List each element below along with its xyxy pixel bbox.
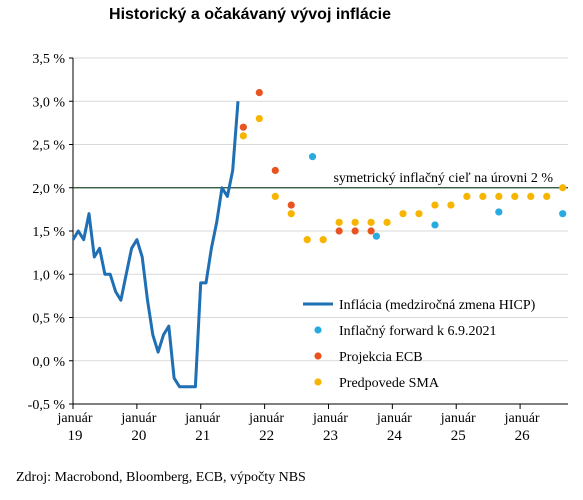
x-tick-label-month: január bbox=[184, 411, 220, 426]
x-tick-label-year: 24 bbox=[387, 428, 403, 444]
inflation-forward-point bbox=[431, 221, 439, 229]
x-tick-label-year: 21 bbox=[195, 428, 210, 444]
legend: Inflácia (medziročná zmena HICP) Inflačný… bbox=[303, 298, 536, 391]
sma-forecast-point bbox=[383, 218, 391, 226]
ecb-projection-point bbox=[271, 166, 279, 175]
x-tick-label-year: 23 bbox=[323, 428, 338, 444]
sma-forecast-point bbox=[463, 192, 471, 200]
sma-forecast-point bbox=[527, 192, 535, 200]
y-tick-label: 3,5 % bbox=[32, 52, 65, 67]
sma-forecast-point bbox=[351, 218, 359, 226]
x-tick-label-year: 22 bbox=[259, 428, 274, 444]
axes: 3,5 % 3,0 % 2,5 % 2,0 % 1,5 % 1,0 % 0,5 % 0,0 %… bbox=[28, 52, 568, 444]
inflation-forward-point bbox=[559, 210, 567, 218]
inflation-line bbox=[71, 101, 240, 389]
y-tick-label: 1,0 % bbox=[32, 268, 65, 283]
sma-forecast-point bbox=[319, 236, 327, 244]
sma-forecast-point bbox=[255, 114, 263, 123]
y-tick-label: 0,5 % bbox=[32, 312, 65, 327]
sma-forecast-point bbox=[335, 218, 343, 226]
sma-forecast-point bbox=[495, 192, 503, 200]
legend-swatch-dot bbox=[314, 352, 322, 360]
y-tick-label: 2,0 % bbox=[32, 182, 65, 197]
y-tick-label: 2,5 % bbox=[32, 139, 65, 154]
x-tick-label-month: január bbox=[312, 411, 348, 426]
legend-label: Inflácia (medziročná zmena HICP) bbox=[339, 298, 536, 313]
x-tick-label-month: január bbox=[504, 411, 540, 426]
sma-forecast-point bbox=[367, 218, 375, 226]
target-line-group: symetrický inflačný cieľ na úrovni 2 % bbox=[73, 171, 568, 189]
ecb-projection-point bbox=[239, 123, 247, 131]
x-tick-label-year: 20 bbox=[131, 428, 146, 444]
legend-label: Inflačný forward k 6.9.2021 bbox=[339, 324, 496, 339]
ecb-projection-point bbox=[287, 201, 295, 209]
sma-forecast-point bbox=[431, 201, 439, 209]
target-label: symetrický inflačný cieľ na úrovni 2 % bbox=[333, 171, 553, 186]
sma-forecast-point bbox=[303, 236, 311, 244]
inflation-forward-point bbox=[372, 232, 380, 240]
sma-forecast-point bbox=[559, 184, 567, 192]
sma-forecast-point bbox=[399, 210, 407, 218]
ecb-projection-point bbox=[367, 227, 375, 235]
ecb-projection-point bbox=[351, 227, 359, 235]
sma-forecast-point bbox=[239, 132, 247, 140]
x-tick-label-month: január bbox=[440, 411, 476, 426]
y-tick-label: 3,0 % bbox=[32, 95, 65, 110]
sma-forecast-point bbox=[543, 192, 551, 200]
x-tick-label-month: január bbox=[120, 411, 156, 426]
x-tick-label-year: 25 bbox=[451, 428, 466, 444]
chart-title: Historický a očakávaný vývoj inflácie bbox=[109, 6, 391, 23]
legend-label: Projekcia ECB bbox=[339, 350, 423, 365]
sma-forecast-point bbox=[479, 192, 487, 200]
ecb-projection-point bbox=[255, 89, 263, 97]
sma-forecast-point bbox=[447, 201, 455, 209]
inflation-forward-point bbox=[495, 208, 503, 216]
sma-forecast-point bbox=[415, 210, 423, 218]
x-tick-label-year: 26 bbox=[515, 428, 531, 444]
inflation-forward-point bbox=[308, 153, 317, 161]
y-tick-label: 1,5 % bbox=[32, 225, 65, 240]
sma-forecast-point bbox=[287, 210, 295, 218]
x-tick-label-month: január bbox=[248, 411, 284, 426]
inflation-chart: 3,5 % 3,0 % 2,5 % 2,0 % 1,5 % 1,0 % 0,5 % 0,0 %… bbox=[28, 52, 568, 444]
x-tick-label-month: január bbox=[376, 411, 412, 426]
source-note: Zdroj: Macrobond, Bloomberg, ECB, výpočt… bbox=[16, 470, 306, 485]
sma-forecast-point bbox=[511, 192, 519, 200]
ecb-projection-point bbox=[335, 227, 343, 235]
legend-label: Predpovede SMA bbox=[339, 376, 440, 391]
y-gridlines bbox=[73, 57, 568, 362]
y-tick-label: 0,0 % bbox=[32, 355, 65, 370]
series-group bbox=[71, 89, 567, 389]
sma-forecast-point bbox=[271, 192, 279, 200]
legend-swatch-dot bbox=[314, 378, 322, 386]
x-tick-label-month: január bbox=[57, 411, 93, 426]
legend-swatch-dot bbox=[314, 326, 322, 334]
x-tick-label-year: 19 bbox=[68, 428, 83, 444]
y-tick-label: -0,5 % bbox=[28, 398, 66, 413]
